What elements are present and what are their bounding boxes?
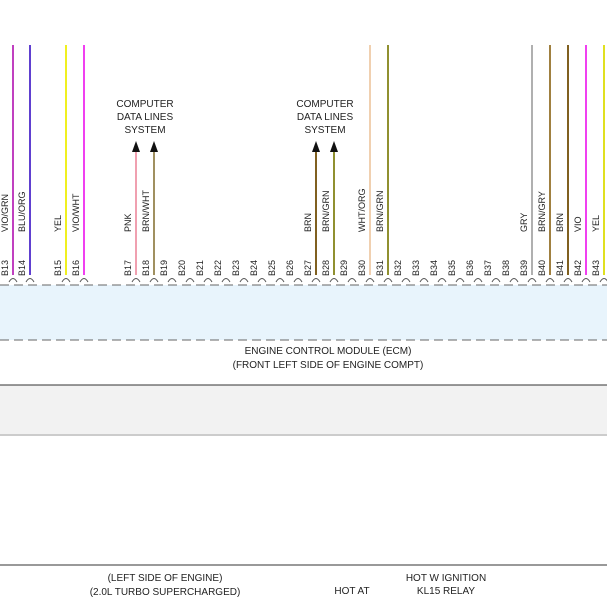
pin-connector	[545, 278, 555, 283]
pin-connector	[311, 278, 321, 283]
pin-connector	[329, 278, 339, 283]
pin-label: B42	[573, 260, 583, 276]
pin-connector	[455, 278, 465, 283]
pin-label: B19	[159, 260, 169, 276]
callout-text: DATA LINES	[297, 112, 354, 123]
pin-connector	[365, 278, 375, 283]
callout-text: SYSTEM	[124, 125, 165, 136]
arrow	[312, 141, 320, 152]
pin-connector	[437, 278, 447, 283]
callout-text: DATA LINES	[117, 112, 174, 123]
arrow	[132, 141, 140, 152]
pin-connector	[257, 278, 267, 283]
pin-label: B33	[411, 260, 421, 276]
module-location: (FRONT LEFT SIDE OF ENGINE COMPT)	[233, 360, 424, 371]
pin-connector	[491, 278, 501, 283]
pin-label: B26	[285, 260, 295, 276]
callout-text: COMPUTER	[116, 99, 173, 110]
location-note: (2.0L TURBO SUPERCHARGED)	[90, 587, 241, 598]
pin-connector	[167, 278, 177, 283]
pin-connector	[293, 278, 303, 283]
pin-connector	[347, 278, 357, 283]
power-note: HOT W IGNITION	[406, 573, 486, 584]
arrow	[330, 141, 338, 152]
wire-label: WHT/ORG	[357, 189, 367, 233]
location-note: (LEFT SIDE OF ENGINE)	[108, 573, 223, 584]
pin-connector	[25, 278, 35, 283]
wire-label: BLU/ORG	[17, 191, 27, 232]
pin-connector	[581, 278, 591, 283]
wire-label: BRN/GRN	[321, 190, 331, 232]
pin-label: B14	[17, 260, 27, 276]
wire-label: YEL	[591, 215, 601, 232]
pin-connector	[61, 278, 71, 283]
pin-connector	[401, 278, 411, 283]
arrow	[150, 141, 158, 152]
pin-connector	[131, 278, 141, 283]
pin-label: B29	[339, 260, 349, 276]
wire-label: GRY	[519, 213, 529, 232]
pin-label: B34	[429, 260, 439, 276]
callout-text: SYSTEM	[304, 125, 345, 136]
pin-label: B20	[177, 260, 187, 276]
pin-label: B22	[213, 260, 223, 276]
pin-connector	[275, 278, 285, 283]
pin-label: B27	[303, 260, 313, 276]
ecm-body	[0, 285, 607, 340]
pin-label: B25	[267, 260, 277, 276]
wire-label: VIO/GRN	[0, 194, 10, 232]
pin-connector	[8, 278, 18, 283]
wire-label: BRN	[555, 213, 565, 232]
pin-connector	[527, 278, 537, 283]
pin-label: B21	[195, 260, 205, 276]
pin-label: B17	[123, 260, 133, 276]
pin-connector	[221, 278, 231, 283]
pin-label: B36	[465, 260, 475, 276]
pin-connector	[563, 278, 573, 283]
pin-label: B30	[357, 260, 367, 276]
power-note: HOT AT	[334, 586, 369, 597]
wire-label: BRN/GRY	[537, 191, 547, 232]
pin-label: B39	[519, 260, 529, 276]
pin-label: B15	[53, 260, 63, 276]
pin-connector	[79, 278, 89, 283]
pin-label: B16	[71, 260, 81, 276]
pin-label: B23	[231, 260, 241, 276]
pin-connector	[473, 278, 483, 283]
wire-label: YEL	[53, 215, 63, 232]
pin-label: B38	[501, 260, 511, 276]
power-note: KL15 RELAY	[417, 586, 476, 597]
pin-label: B13	[0, 260, 10, 276]
pin-connector	[203, 278, 213, 283]
pin-connector	[509, 278, 519, 283]
pin-label: B41	[555, 260, 565, 276]
pin-label: B18	[141, 260, 151, 276]
wire-label: BRN/GRN	[375, 190, 385, 232]
pin-label: B40	[537, 260, 547, 276]
pin-label: B28	[321, 260, 331, 276]
pin-connector	[419, 278, 429, 283]
callout-text: COMPUTER	[296, 99, 353, 110]
wire-label: VIO	[573, 216, 583, 232]
pin-connector	[185, 278, 195, 283]
panel	[0, 385, 607, 435]
pin-connector	[239, 278, 249, 283]
module-name: ENGINE CONTROL MODULE (ECM)	[245, 346, 412, 357]
pin-label: B31	[375, 260, 385, 276]
pin-label: B43	[591, 260, 601, 276]
pin-label: B24	[249, 260, 259, 276]
pin-connector	[599, 278, 607, 283]
wire-label: BRN/WHT	[141, 190, 151, 232]
wire-label: BRN	[303, 213, 313, 232]
pin-label: B37	[483, 260, 493, 276]
wire-label: PNK	[123, 213, 133, 232]
pin-label: B32	[393, 260, 403, 276]
wire-label: VIO/WHT	[71, 193, 81, 232]
pin-connector	[149, 278, 159, 283]
pin-connector	[383, 278, 393, 283]
pin-label: B35	[447, 260, 457, 276]
